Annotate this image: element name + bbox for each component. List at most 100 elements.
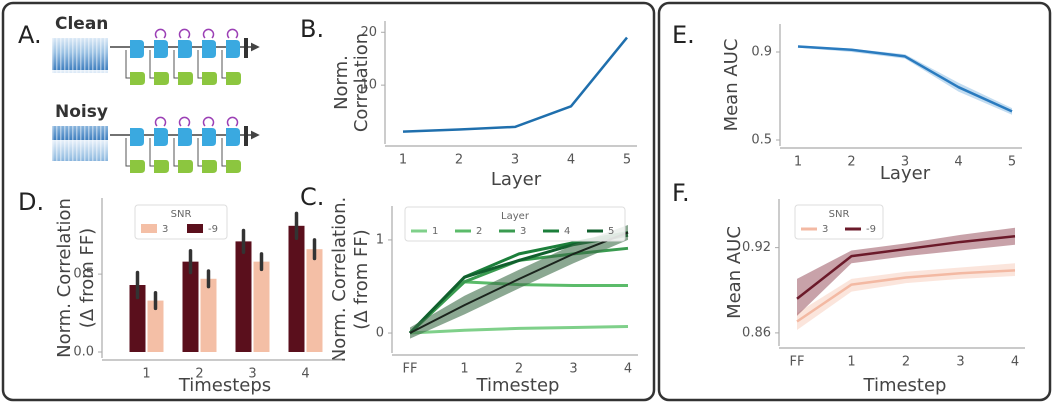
y-tick-label: 0.0	[73, 345, 94, 360]
band	[797, 227, 1015, 316]
recurrence	[154, 116, 167, 127]
x-tick-label: 4	[1011, 355, 1019, 370]
block-blue	[178, 128, 192, 146]
block-green	[130, 160, 145, 173]
x-tick-label: 1	[794, 155, 802, 170]
block-blue	[226, 40, 240, 58]
bar	[200, 278, 217, 352]
legend-label: 3	[162, 224, 168, 235]
block-green	[178, 72, 193, 85]
x-tick-label: 4	[624, 362, 632, 377]
recurrence	[178, 116, 191, 127]
x-tick-label: 2	[195, 367, 203, 382]
skip	[125, 50, 130, 79]
y-axis-label: Norm.	[331, 55, 352, 110]
spectrogram	[52, 126, 108, 161]
y-tick-label: 0	[376, 326, 384, 341]
x-tick-label: 4	[954, 155, 962, 170]
bar	[235, 241, 252, 352]
line	[409, 231, 629, 334]
x-tick-label: 4	[301, 367, 309, 382]
block-blue	[178, 40, 192, 58]
block-green	[154, 160, 169, 173]
x-tick-label: 2	[902, 355, 910, 370]
skip	[197, 138, 202, 167]
panel-frame	[1, 1, 656, 402]
bar	[253, 261, 270, 352]
x-tick-label: 1	[399, 153, 407, 168]
x-tick-label: 2	[515, 362, 523, 377]
band	[410, 225, 628, 339]
recurrence	[226, 116, 239, 127]
block-blue	[130, 128, 144, 146]
recurrence	[226, 28, 239, 39]
block-green	[202, 72, 217, 85]
bar	[182, 261, 199, 352]
x-tick-label: FF	[403, 362, 418, 377]
panel-letter: B.	[300, 15, 324, 43]
bar	[147, 300, 164, 352]
legend-label: 5	[608, 226, 614, 237]
x-tick-label: 5	[623, 153, 631, 168]
legend-label: 3	[822, 224, 828, 235]
y-axis-label: (Δ from FF)	[351, 229, 372, 329]
y-tick-label: 0.92	[742, 240, 771, 255]
y-axis-label: Norm. Correlation.	[329, 197, 350, 363]
line	[402, 36, 628, 133]
y-tick-label: 10	[360, 78, 377, 93]
legend-label: 1	[432, 226, 438, 237]
y-axis-label: Norm. Correlation	[54, 198, 75, 358]
line	[796, 235, 1016, 300]
x-tick-label: FF	[790, 355, 805, 370]
output-bar	[244, 38, 248, 58]
recurrence	[202, 116, 215, 127]
recurrence	[154, 28, 167, 39]
y-axis-label: Correlation	[351, 33, 372, 132]
skip	[149, 50, 154, 79]
block-blue	[154, 128, 168, 146]
bar	[306, 249, 323, 352]
x-axis-label: Timestep	[476, 375, 560, 396]
block-blue	[154, 40, 168, 58]
panel-letter: D.	[18, 188, 44, 216]
legend-label: 3	[520, 226, 526, 237]
legend-label: -9	[208, 224, 218, 235]
x-tick-label: 3	[248, 367, 256, 382]
x-axis-label: Timestep	[863, 375, 947, 396]
x-tick-label: 1	[847, 355, 855, 370]
spectrogram	[52, 38, 108, 73]
recurrence	[202, 28, 215, 39]
legend-title: SNR	[829, 209, 850, 220]
bar	[129, 285, 146, 352]
x-axis-label: Timesteps	[178, 375, 271, 396]
legend-title: Layer	[501, 211, 530, 222]
skip	[149, 138, 154, 167]
block-blue	[202, 40, 216, 58]
block-green	[226, 72, 241, 85]
x-tick-label: 1	[460, 362, 468, 377]
skip	[221, 138, 226, 167]
block-green	[130, 72, 145, 85]
y-tick-label: 0.9	[751, 45, 772, 60]
panel-frame	[657, 1, 1052, 402]
legend-box	[134, 204, 228, 240]
band	[797, 263, 1015, 331]
x-tick-label: 3	[956, 355, 964, 370]
skip	[221, 50, 226, 79]
legend-swatch	[141, 224, 157, 233]
line	[796, 269, 1016, 323]
legend-label: 4	[564, 226, 570, 237]
legend-label: 2	[476, 226, 482, 237]
block-green	[226, 160, 241, 173]
line	[409, 325, 629, 335]
legend-swatch	[187, 224, 203, 233]
line	[408, 280, 628, 335]
block-green	[202, 160, 217, 173]
x-tick-label: 5	[1008, 155, 1016, 170]
block-green	[178, 160, 193, 173]
block-blue	[202, 128, 216, 146]
x-tick-label: 2	[847, 155, 855, 170]
panel-letter: A.	[18, 21, 42, 49]
y-axis-label: Mean AUC	[724, 226, 745, 319]
